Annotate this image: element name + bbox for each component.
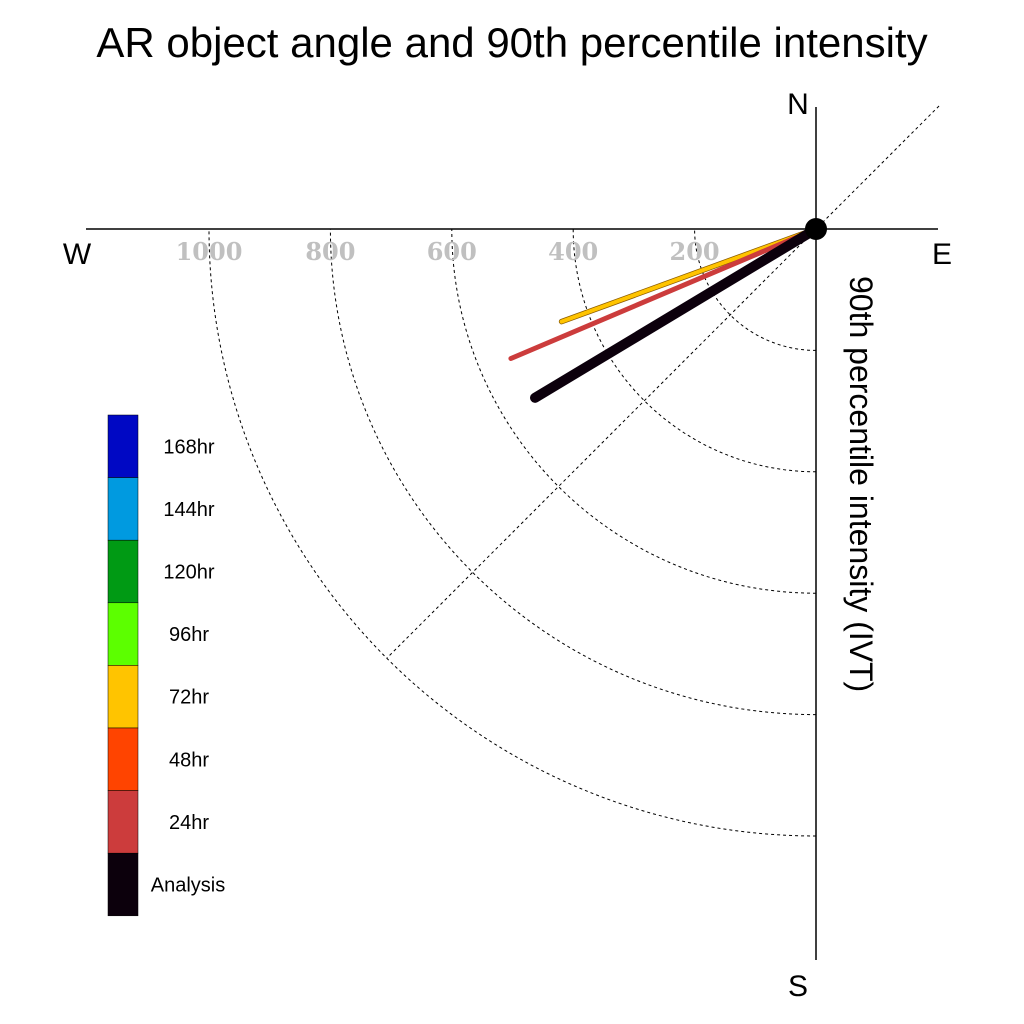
legend-swatch-Analysis: [107, 852, 139, 917]
compass-east: E: [932, 238, 952, 271]
axis-label: 90th percentile intensity (IVT): [843, 276, 879, 692]
grid-arc-200: [694, 228, 817, 351]
origin-marker: [805, 218, 827, 240]
legend-label-72hr: 72hr: [169, 687, 209, 709]
legend-label-144hr: 144hr: [163, 499, 214, 521]
legend: 168hr 144hr 120hr 96hr 72hr 48hr 24hr Analysis: [107, 414, 225, 917]
legend-swatch-168hr: [107, 414, 139, 478]
legend-label-Analysis: Analysis: [151, 875, 225, 897]
radial-tick-labels: 200 400 600 800 1000: [176, 237, 720, 266]
legend-swatch-96hr: [107, 602, 139, 666]
legend-label-168hr: 168hr: [163, 436, 214, 458]
legend-label-24hr: 24hr: [169, 812, 209, 834]
series-lines: [508, 224, 821, 403]
tick-label-400: 400: [548, 237, 598, 266]
grid: [208, 105, 940, 837]
legend-label-48hr: 48hr: [169, 749, 209, 771]
series-line-Analysis: [530, 224, 821, 403]
grid-arc-400: [572, 228, 817, 473]
axes: [86, 107, 938, 960]
legend-swatch-144hr: [107, 477, 139, 541]
tick-label-800: 800: [305, 237, 355, 266]
tick-label-600: 600: [427, 237, 477, 266]
grid-diagonal: [386, 105, 940, 659]
legend-label-120hr: 120hr: [163, 562, 214, 584]
compass-west: W: [63, 238, 92, 271]
tick-label-1000: 1000: [176, 237, 243, 266]
legend-swatch-120hr: [107, 539, 139, 604]
grid-arc-800: [329, 228, 817, 716]
grid-arc-600: [451, 228, 817, 594]
legend-swatch-24hr: [107, 790, 139, 854]
compass-south: S: [788, 970, 808, 1003]
compass-north: N: [787, 88, 809, 121]
chart-title: AR object angle and 90th percentile inte…: [96, 19, 927, 66]
tick-label-200: 200: [670, 237, 720, 266]
legend-swatch-72hr: [107, 665, 139, 729]
legend-swatch-48hr: [107, 727, 139, 791]
legend-label-96hr: 96hr: [169, 624, 209, 646]
series-line-24hr: [508, 226, 819, 361]
